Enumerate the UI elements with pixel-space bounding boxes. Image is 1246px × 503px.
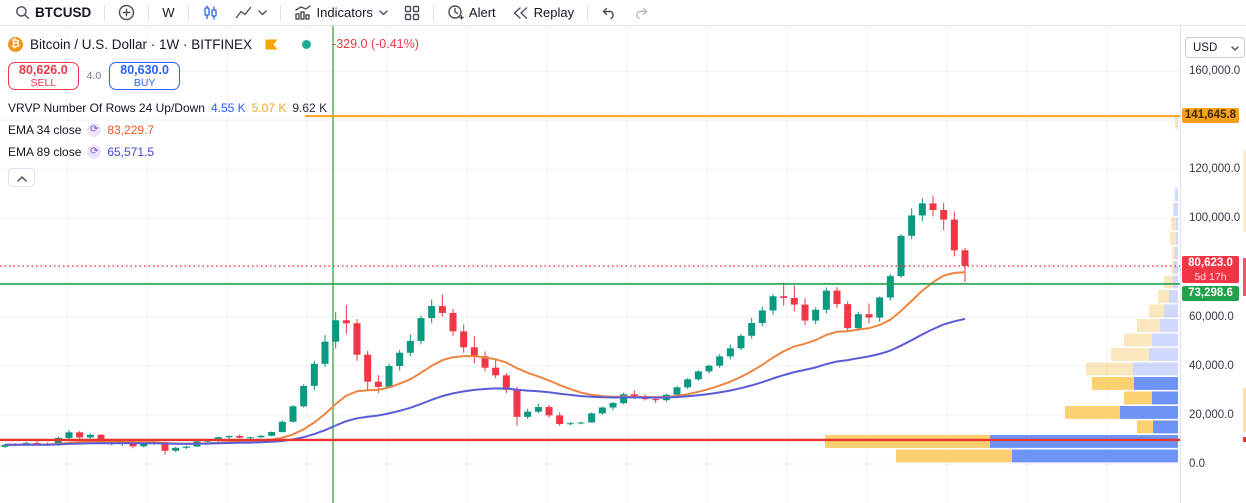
sync-icon: ⟳	[87, 122, 102, 137]
price-tick: 120,000.0	[1189, 163, 1241, 176]
trade-buttons-row: 80,626.0 SELL 4.0 80,630.0 BUY	[8, 61, 419, 91]
price-tick: 20,000.0	[1189, 408, 1234, 421]
toolbar-divider	[187, 4, 189, 21]
toolbar-divider	[148, 4, 150, 21]
alert-clock-icon	[447, 4, 464, 21]
compare-add-button[interactable]	[111, 2, 142, 24]
axis-edge-mark	[1243, 150, 1246, 232]
overlay-ema-89	[5, 317, 966, 446]
plus-circle-icon	[118, 4, 135, 21]
chevron-up-icon	[16, 170, 27, 185]
axis-edge-mark	[1243, 388, 1246, 432]
redo-arrow-icon	[633, 6, 649, 19]
price-tick: 0.0	[1189, 458, 1205, 470]
ema34-value: 83,229.7	[107, 122, 155, 137]
search-icon	[15, 5, 30, 20]
candlestick-icon	[202, 4, 219, 21]
vrvp-label: VRVP Number Of Rows 24 Up/Down	[8, 100, 205, 115]
symbol-text: BTCUSD	[35, 5, 92, 20]
chart-legend: ₿ Bitcoin / U.S. Dollar · 1W · BITFINEX …	[8, 34, 419, 187]
sell-label: SELL	[30, 77, 57, 90]
replay-button[interactable]: Replay	[505, 2, 581, 24]
bar-countdown: 5d 17h	[1194, 270, 1227, 283]
ema34-label: EMA 34 close	[8, 122, 82, 137]
price-tick: 60,000.0	[1189, 310, 1234, 323]
buy-price: 80,630.0	[120, 62, 169, 77]
alert-label: Alert	[468, 5, 496, 20]
interval-label: W	[162, 5, 175, 20]
candles	[1, 195, 969, 455]
price-change: -329.0 (-0.41%)	[332, 37, 419, 51]
ema89-label: EMA 89 close	[8, 144, 82, 159]
rewind-icon	[512, 6, 529, 20]
toolbar-divider	[432, 4, 434, 21]
axis-edge-mark	[1243, 437, 1246, 442]
axis-edge-mark	[1243, 258, 1246, 296]
chart-canvas[interactable]	[0, 0, 1180, 503]
sell-price: 80,626.0	[19, 62, 68, 77]
top-toolbar: BTCUSD W	[0, 0, 1246, 26]
chevron-down-icon	[379, 9, 388, 16]
chevron-down-icon	[257, 9, 267, 16]
indicator-row-ema34[interactable]: EMA 34 close ⟳ 83,229.7	[8, 122, 419, 137]
buy-button[interactable]: 80,630.0 BUY	[109, 62, 180, 90]
replay-label: Replay	[533, 5, 575, 20]
price-tick: 40,000.0	[1189, 359, 1234, 372]
spread-value: 4.0	[86, 70, 102, 82]
vrvp-up-volume: 4.55 K	[210, 100, 246, 115]
indicator-row-vrvp[interactable]: VRVP Number Of Rows 24 Up/Down 4.55 K 5.…	[8, 100, 419, 115]
overlay-line-ema-89	[5, 317, 966, 446]
horizontal-lines	[0, 115, 1180, 442]
undo-button[interactable]	[594, 2, 624, 24]
ema89-value: 65,571.5	[107, 144, 155, 159]
indicators-label: Indicators	[316, 5, 373, 20]
volume-profile	[825, 116, 1178, 463]
undo-arrow-icon	[601, 6, 617, 19]
alert-button[interactable]: Alert	[440, 2, 503, 24]
symbol-legend-row[interactable]: ₿ Bitcoin / U.S. Dollar · 1W · BITFINEX …	[8, 34, 419, 54]
green-line-price-label: 73,298.6	[1182, 285, 1239, 301]
symbol-search-button[interactable]: BTCUSD	[8, 2, 98, 24]
symbol-title[interactable]: Bitcoin / U.S. Dollar · 1W · BITFINEX	[30, 36, 253, 52]
sell-button[interactable]: 80,626.0 SELL	[8, 62, 79, 90]
grid-layout-icon	[404, 5, 420, 21]
buy-label: BUY	[133, 77, 156, 90]
toolbar-divider	[104, 4, 106, 21]
indicators-button[interactable]: Indicators	[287, 2, 395, 24]
price-tick: 100,000.0	[1189, 212, 1241, 225]
currency-dropdown[interactable]: USD	[1185, 37, 1245, 58]
line-chart-icon	[235, 5, 252, 20]
market-status-icon[interactable]	[302, 39, 312, 49]
bitcoin-logo-icon: ₿	[8, 36, 23, 52]
vrvp-down-volume: 5.07 K	[251, 100, 287, 115]
chart-style-dropdown[interactable]	[228, 2, 274, 24]
chart-type-candles-button[interactable]	[195, 2, 226, 24]
orange-line-price-label: 141,645.8	[1182, 108, 1239, 124]
redo-button[interactable]	[626, 2, 656, 24]
sync-icon: ⟳	[87, 144, 102, 159]
indicator-row-ema89[interactable]: EMA 89 close ⟳ 65,571.5	[8, 144, 419, 159]
indicators-icon	[294, 4, 312, 21]
flag-icon[interactable]	[265, 39, 279, 50]
toolbar-divider	[279, 4, 281, 21]
price-tick: 160,000.0	[1189, 65, 1241, 77]
interval-button[interactable]: W	[155, 2, 181, 24]
vrvp-total-volume: 9.62 K	[292, 100, 328, 115]
grid-lines	[0, 26, 1180, 503]
layout-grid-button[interactable]	[397, 2, 427, 24]
currency-label: USD	[1193, 41, 1218, 54]
chevron-down-icon	[1231, 42, 1239, 54]
collapse-legend-button[interactable]	[8, 168, 35, 187]
price-axis[interactable]: USD 160,000.0 120,000.0 100,000.0 60,000.0 4…	[1180, 26, 1246, 503]
toolbar-divider	[587, 4, 589, 21]
last-price-label: 80,623.0 5d 17h	[1182, 255, 1239, 283]
